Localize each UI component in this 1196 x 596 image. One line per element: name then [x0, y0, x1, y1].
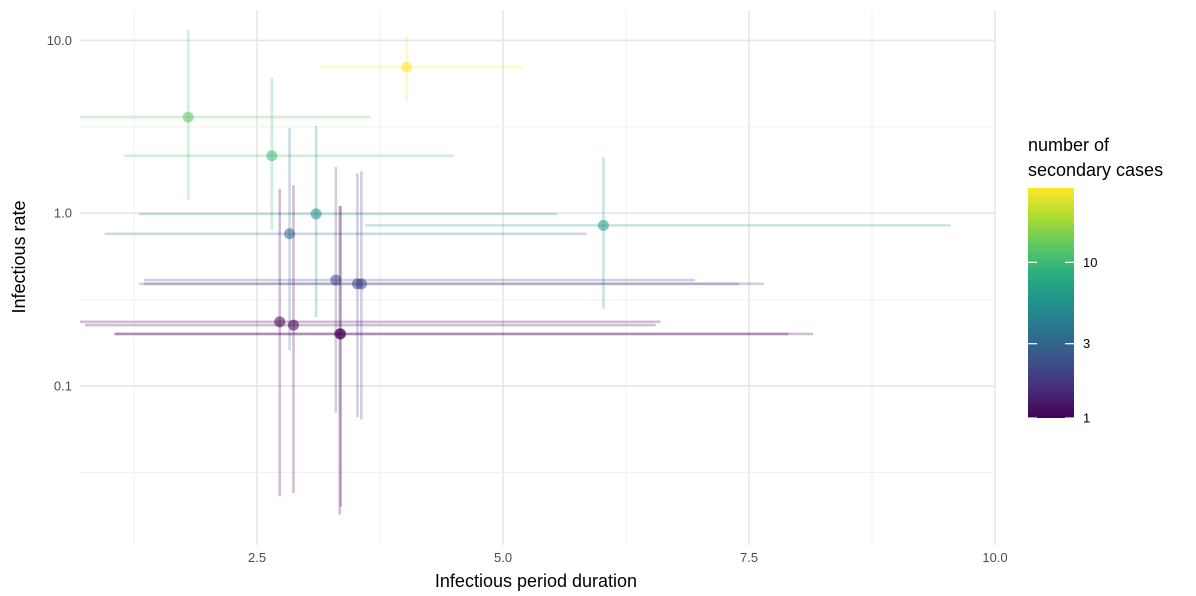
data-point — [266, 150, 278, 162]
y-axis-tick-labels: 0.1 1.0 10.0 — [47, 33, 72, 394]
legend-tick-label: 10 — [1083, 255, 1097, 270]
x-tick-label: 10.0 — [982, 550, 1007, 565]
y-tick-label: 10.0 — [47, 33, 72, 48]
data-point — [335, 328, 347, 340]
grid-lines — [80, 10, 996, 545]
y-tick-label: 1.0 — [54, 206, 72, 221]
data-point — [182, 111, 194, 123]
data-point — [330, 274, 342, 286]
x-tick-label: 2.5 — [248, 550, 266, 565]
x-tick-label: 7.5 — [740, 550, 758, 565]
legend-title-line-1: number of — [1028, 135, 1110, 155]
data-point — [288, 319, 299, 331]
color-legend: number of secondary cases 1 3 10 — [1028, 135, 1163, 426]
legend-title-line-2: secondary cases — [1028, 160, 1163, 180]
data-point — [401, 61, 413, 73]
legend-tick-label: 3 — [1083, 336, 1090, 351]
data-point — [274, 316, 286, 328]
data-point — [310, 208, 322, 220]
x-axis-tick-labels: 2.5 5.0 7.5 10.0 — [248, 550, 1008, 565]
y-tick-label: 0.1 — [54, 378, 72, 393]
legend-tick-label: 1 — [1083, 411, 1090, 426]
x-axis-title: Infectious period duration — [435, 571, 637, 591]
x-tick-label: 5.0 — [494, 550, 512, 565]
data-point — [284, 228, 296, 240]
y-axis-title: Infectious rate — [9, 200, 29, 313]
data-marks — [80, 29, 951, 515]
legend-colorbar — [1028, 188, 1074, 418]
data-point — [355, 278, 367, 290]
legend-ticks: 1 3 10 — [1028, 255, 1097, 426]
data-point — [597, 219, 609, 231]
